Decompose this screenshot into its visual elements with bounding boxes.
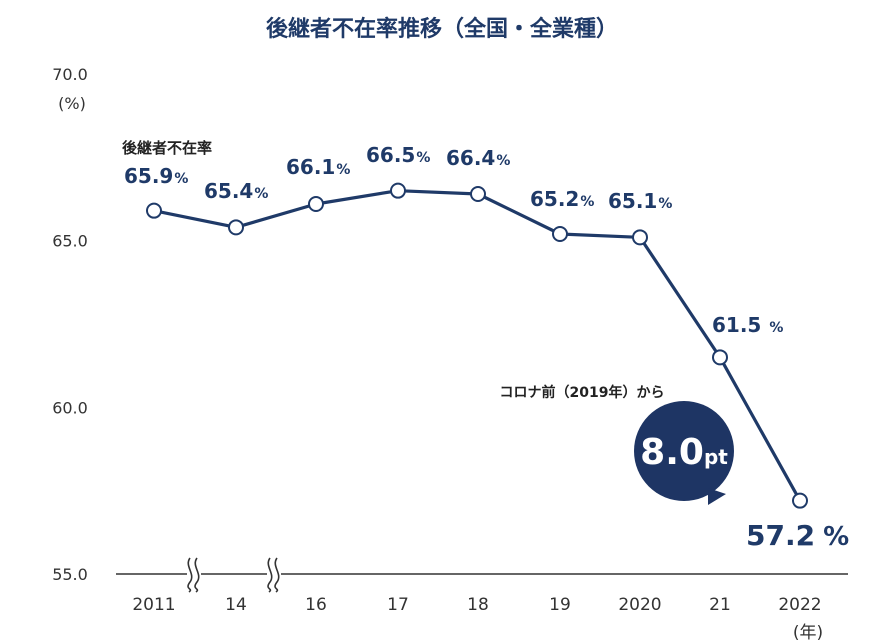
data-label: 66.5% <box>366 143 430 167</box>
axis-break-marks <box>187 556 281 593</box>
axis-break-line <box>267 557 273 593</box>
data-point-marker <box>146 202 162 219</box>
x-tick-label: 2011 <box>132 595 175 615</box>
y-tick-label: 60.0 <box>52 398 88 417</box>
data-label-unit: % <box>336 162 350 178</box>
data-label-value: 66.1 <box>286 155 335 179</box>
data-label: 66.4% <box>446 146 510 170</box>
x-tick-label: 2020 <box>618 595 661 615</box>
callout: コロナ前（2019年）から 8.0pt <box>500 384 734 505</box>
x-unit-label: (年) <box>793 623 823 643</box>
data-label-value: 66.4 <box>446 146 495 170</box>
series-name-label: 後継者不在率 <box>121 139 212 157</box>
data-label-value: 65.4 <box>204 179 253 203</box>
axis-break-gap <box>267 556 281 592</box>
y-tick-label: 55.0 <box>52 565 88 584</box>
data-label-unit: % <box>823 522 849 552</box>
data-label: 65.1% <box>608 189 672 213</box>
data-label-value: 65.9 <box>124 164 173 188</box>
data-label-unit: % <box>174 171 188 187</box>
x-tick-label: 16 <box>305 595 327 615</box>
data-label: 65.9% <box>124 164 188 188</box>
data-point-marker <box>632 229 648 246</box>
x-tick-label: 2022 <box>778 595 821 615</box>
callout-value: 8.0pt <box>640 432 728 473</box>
y-axis: 70.0 65.0 60.0 55.0 <box>52 65 88 584</box>
data-label-value: 66.5 <box>366 143 415 167</box>
y-tick-label: 65.0 <box>52 232 88 251</box>
data-point-marker <box>228 219 244 236</box>
data-label-unit: % <box>769 320 783 336</box>
data-label-unit: % <box>254 186 268 202</box>
data-label: 61.5% <box>712 313 783 337</box>
data-label: 57.2% <box>746 519 849 552</box>
axis-break-gap <box>187 556 201 592</box>
axis-break-line <box>194 557 200 593</box>
data-label-unit: % <box>496 153 510 169</box>
data-point-marker <box>712 349 728 366</box>
data-point-marker <box>390 182 406 199</box>
axis-break-line <box>187 557 193 593</box>
data-label-value: 65.2 <box>530 187 579 211</box>
callout-value-number: 8.0 <box>640 432 704 473</box>
callout-label: コロナ前（2019年）から <box>500 384 665 401</box>
data-label-value: 65.1 <box>608 189 657 213</box>
data-label-value: 57.2 <box>746 519 815 552</box>
x-tick-label: 21 <box>709 595 731 615</box>
data-label-unit: % <box>658 196 672 212</box>
x-axis: 2011 14 16 17 18 19 2020 21 2022 <box>132 595 821 615</box>
x-tick-label: 14 <box>225 595 247 615</box>
data-label-unit: % <box>580 194 594 210</box>
axis-break-line <box>274 557 280 593</box>
data-point-marker <box>792 492 808 509</box>
callout-value-unit: pt <box>704 445 728 469</box>
x-tick-label: 18 <box>467 595 489 615</box>
data-point-marker <box>470 186 486 202</box>
x-tick-label: 19 <box>549 595 571 615</box>
data-label: 65.2% <box>530 187 594 211</box>
callout-bubble <box>634 401 734 501</box>
x-tick-label: 17 <box>387 595 409 615</box>
data-label: 66.1% <box>286 155 350 179</box>
y-unit-label: (%) <box>58 94 86 113</box>
callout-pointer <box>708 488 726 505</box>
data-point-marker <box>552 226 568 242</box>
data-label-unit: % <box>416 150 430 166</box>
y-tick-label: 70.0 <box>52 65 88 84</box>
data-label: 65.4% <box>204 179 268 203</box>
plot-area: 65.9% 65.4%66.1%66.5% 66.4%65.2% 65.1%61.5%… <box>124 143 849 552</box>
data-label-value: 61.5 <box>712 313 761 337</box>
chart-title: 後継者不在率推移（全国・全業種） <box>266 16 618 42</box>
data-point-marker <box>308 196 324 212</box>
